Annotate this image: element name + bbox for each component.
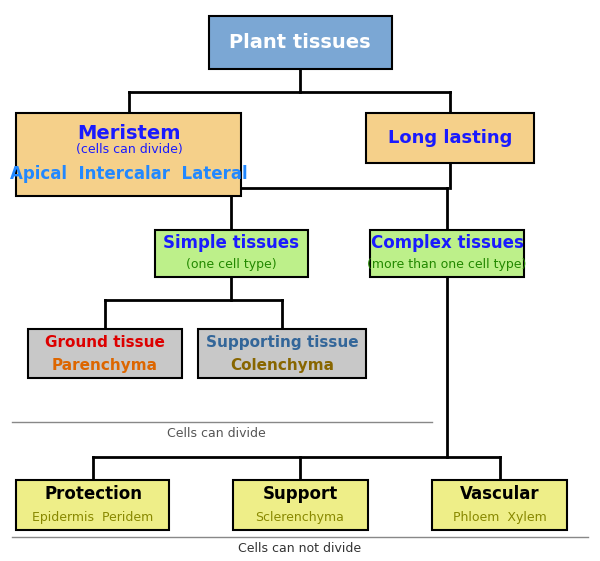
Text: (more than one cell type): (more than one cell type) — [367, 258, 527, 272]
Text: Colenchyma: Colenchyma — [230, 358, 334, 373]
Text: Ground tissue: Ground tissue — [45, 335, 165, 350]
Text: Parenchyma: Parenchyma — [52, 358, 158, 373]
Text: Apical  Intercalar  Lateral: Apical Intercalar Lateral — [10, 165, 248, 183]
Text: (cells can divide): (cells can divide) — [76, 142, 182, 156]
FancyBboxPatch shape — [155, 230, 308, 277]
Text: Supporting tissue: Supporting tissue — [206, 335, 358, 350]
FancyBboxPatch shape — [28, 329, 182, 378]
Text: Meristem: Meristem — [77, 124, 181, 143]
Text: Protection: Protection — [44, 485, 142, 503]
Text: Simple tissues: Simple tissues — [163, 234, 299, 252]
FancyBboxPatch shape — [16, 113, 241, 196]
Text: Plant tissues: Plant tissues — [229, 33, 371, 52]
Text: Cells can not divide: Cells can not divide — [238, 542, 362, 555]
FancyBboxPatch shape — [366, 113, 534, 163]
FancyBboxPatch shape — [198, 329, 366, 378]
Text: Support: Support — [262, 485, 338, 503]
FancyBboxPatch shape — [16, 480, 169, 530]
Text: Cells can divide: Cells can divide — [167, 426, 265, 440]
Text: Complex tissues: Complex tissues — [371, 234, 523, 252]
Text: Epidermis  Peridem: Epidermis Peridem — [32, 511, 154, 524]
Text: Vascular: Vascular — [460, 485, 539, 503]
Text: Phloem  Xylem: Phloem Xylem — [453, 511, 547, 524]
FancyBboxPatch shape — [370, 230, 523, 277]
Text: (one cell type): (one cell type) — [185, 258, 277, 272]
Text: Sclerenchyma: Sclerenchyma — [256, 511, 344, 524]
Text: Long lasting: Long lasting — [388, 129, 512, 147]
FancyBboxPatch shape — [233, 480, 367, 530]
FancyBboxPatch shape — [432, 480, 568, 530]
FancyBboxPatch shape — [209, 16, 392, 69]
